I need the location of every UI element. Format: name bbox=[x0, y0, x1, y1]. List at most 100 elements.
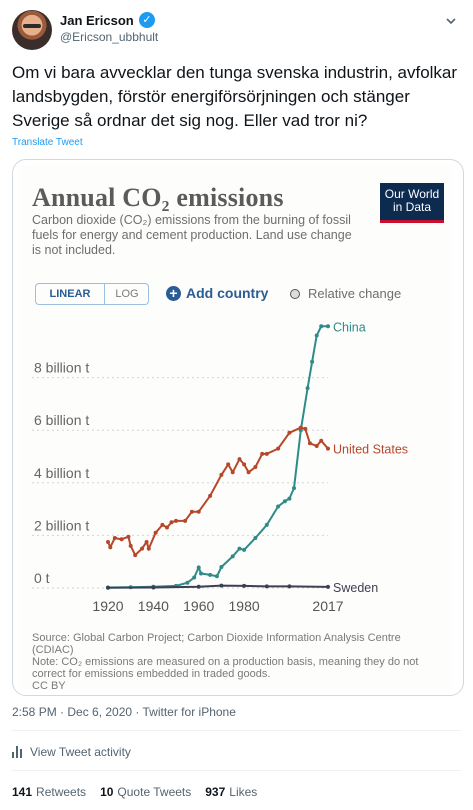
data-point bbox=[219, 583, 224, 588]
relative-change-label: Relative change bbox=[308, 286, 402, 301]
series-line bbox=[107, 584, 329, 589]
x-tick-label: 2017 bbox=[312, 598, 343, 614]
retweets-label: Retweets bbox=[36, 785, 87, 799]
data-point bbox=[189, 509, 194, 514]
chart-subtitle: Carbon dioxide (CO₂) emissions from the … bbox=[32, 213, 352, 257]
data-point bbox=[151, 585, 156, 590]
data-point bbox=[196, 584, 201, 589]
retweets-stat[interactable]: 141 Retweets bbox=[12, 785, 86, 799]
verified-badge-icon: ✓ bbox=[139, 12, 155, 28]
data-point bbox=[242, 547, 247, 552]
data-point bbox=[112, 536, 117, 540]
data-point bbox=[146, 546, 151, 551]
data-point bbox=[196, 565, 201, 570]
data-point bbox=[292, 486, 296, 491]
x-tick-label: 1940 bbox=[138, 598, 169, 614]
y-tick-label: 6 billion t bbox=[34, 412, 89, 428]
source-line: Source: Global Carbon Project; Carbon Di… bbox=[32, 632, 401, 656]
data-point bbox=[160, 522, 165, 527]
data-point bbox=[133, 553, 138, 558]
tweet-timestamp[interactable]: 2:58 PM · Dec 6, 2020 · Twitter for iPho… bbox=[12, 705, 236, 719]
data-point bbox=[230, 470, 235, 475]
y-tick-label: 8 billion t bbox=[34, 360, 89, 376]
owid-logo-line-1: Our World bbox=[384, 187, 440, 201]
data-point bbox=[108, 545, 113, 550]
data-point bbox=[208, 572, 213, 577]
data-point bbox=[314, 333, 319, 338]
data-point bbox=[326, 324, 330, 329]
quotes-stat[interactable]: 10 Quote Tweets bbox=[100, 785, 191, 799]
chart-source-notes: Source: Global Carbon Project; Carbon Di… bbox=[32, 632, 437, 692]
data-point bbox=[242, 462, 247, 467]
data-point bbox=[174, 518, 178, 523]
data-point bbox=[326, 584, 330, 589]
activity-bars-icon bbox=[12, 746, 22, 758]
series-label: Sweden bbox=[333, 581, 378, 595]
data-point bbox=[169, 520, 174, 525]
owid-logo-line-2: in Data bbox=[392, 200, 432, 214]
data-point bbox=[260, 451, 265, 456]
linear-toggle-button[interactable]: LINEAR bbox=[36, 284, 105, 304]
relative-change-option[interactable]: Relative change bbox=[290, 286, 401, 301]
y-tick-label: 0 t bbox=[34, 570, 50, 586]
data-point bbox=[287, 584, 292, 589]
data-point bbox=[214, 574, 219, 579]
data-point bbox=[219, 565, 224, 569]
author-handle[interactable]: @Ericson_ubbhult bbox=[60, 30, 159, 44]
data-point bbox=[165, 525, 169, 530]
data-point bbox=[314, 444, 319, 448]
data-point bbox=[237, 546, 242, 551]
data-point bbox=[196, 509, 201, 514]
data-point bbox=[264, 451, 269, 456]
likes-label: Likes bbox=[229, 785, 258, 799]
data-point bbox=[208, 493, 213, 498]
divider bbox=[12, 730, 461, 731]
likes-count: 937 bbox=[205, 785, 226, 799]
tweet-activity-link[interactable]: View Tweet activity bbox=[12, 745, 131, 759]
translate-tweet-link[interactable]: Translate Tweet bbox=[12, 137, 83, 148]
tweet-media-card[interactable]: Annual CO₂ emissions Carbon dioxide (CO₂… bbox=[12, 159, 464, 696]
data-point bbox=[199, 571, 203, 576]
data-point bbox=[253, 536, 258, 540]
chart-svg: 0 t 2 billion t 4 billion t 6 billion t 8 bi… bbox=[32, 320, 408, 614]
data-point bbox=[126, 534, 131, 539]
data-point bbox=[287, 496, 292, 501]
tweet-header: Jan Ericson ✓ @Ericson_ubbhult bbox=[12, 10, 462, 50]
author-name[interactable]: Jan Ericson bbox=[60, 13, 134, 28]
data-point bbox=[319, 438, 324, 443]
quotes-label: Quote Tweets bbox=[117, 785, 192, 799]
series-label: China bbox=[333, 320, 366, 334]
data-point bbox=[119, 537, 124, 542]
likes-stat[interactable]: 937 Likes bbox=[205, 785, 257, 799]
add-country-button[interactable]: + Add country bbox=[166, 285, 268, 301]
owid-logo: Our World in Data bbox=[380, 183, 444, 223]
avatar[interactable] bbox=[12, 10, 52, 50]
data-point bbox=[242, 583, 247, 588]
data-point bbox=[246, 470, 251, 475]
y-tick-label: 2 billion t bbox=[34, 517, 89, 533]
data-point bbox=[303, 426, 308, 431]
data-point bbox=[287, 430, 292, 435]
data-point bbox=[153, 530, 158, 535]
data-point bbox=[264, 584, 269, 589]
tweet-stats: 141 Retweets 10 Quote Tweets 937 Likes bbox=[12, 785, 257, 799]
data-point bbox=[298, 425, 303, 430]
data-point bbox=[226, 462, 231, 467]
data-point bbox=[185, 580, 190, 585]
x-tick-label: 1920 bbox=[92, 598, 123, 614]
data-point bbox=[253, 465, 258, 469]
x-tick-label: 1980 bbox=[229, 598, 260, 614]
line-chart: 0 t 2 billion t 4 billion t 6 billion t 8 bi… bbox=[20, 305, 452, 635]
add-country-label: Add country bbox=[186, 285, 269, 301]
retweets-count: 141 bbox=[12, 785, 33, 799]
data-point bbox=[237, 457, 242, 462]
tweet-text: Om vi bara avvecklar den tunga svenska i… bbox=[12, 63, 458, 130]
scale-toggle: LINEAR LOG bbox=[35, 283, 149, 305]
log-toggle-button[interactable]: LOG bbox=[115, 288, 139, 300]
license-line: CC BY bbox=[32, 680, 66, 692]
chevron-down-icon[interactable] bbox=[444, 14, 458, 28]
data-point bbox=[310, 359, 315, 364]
data-point bbox=[230, 554, 235, 559]
data-point bbox=[183, 518, 188, 523]
data-point bbox=[326, 446, 330, 451]
